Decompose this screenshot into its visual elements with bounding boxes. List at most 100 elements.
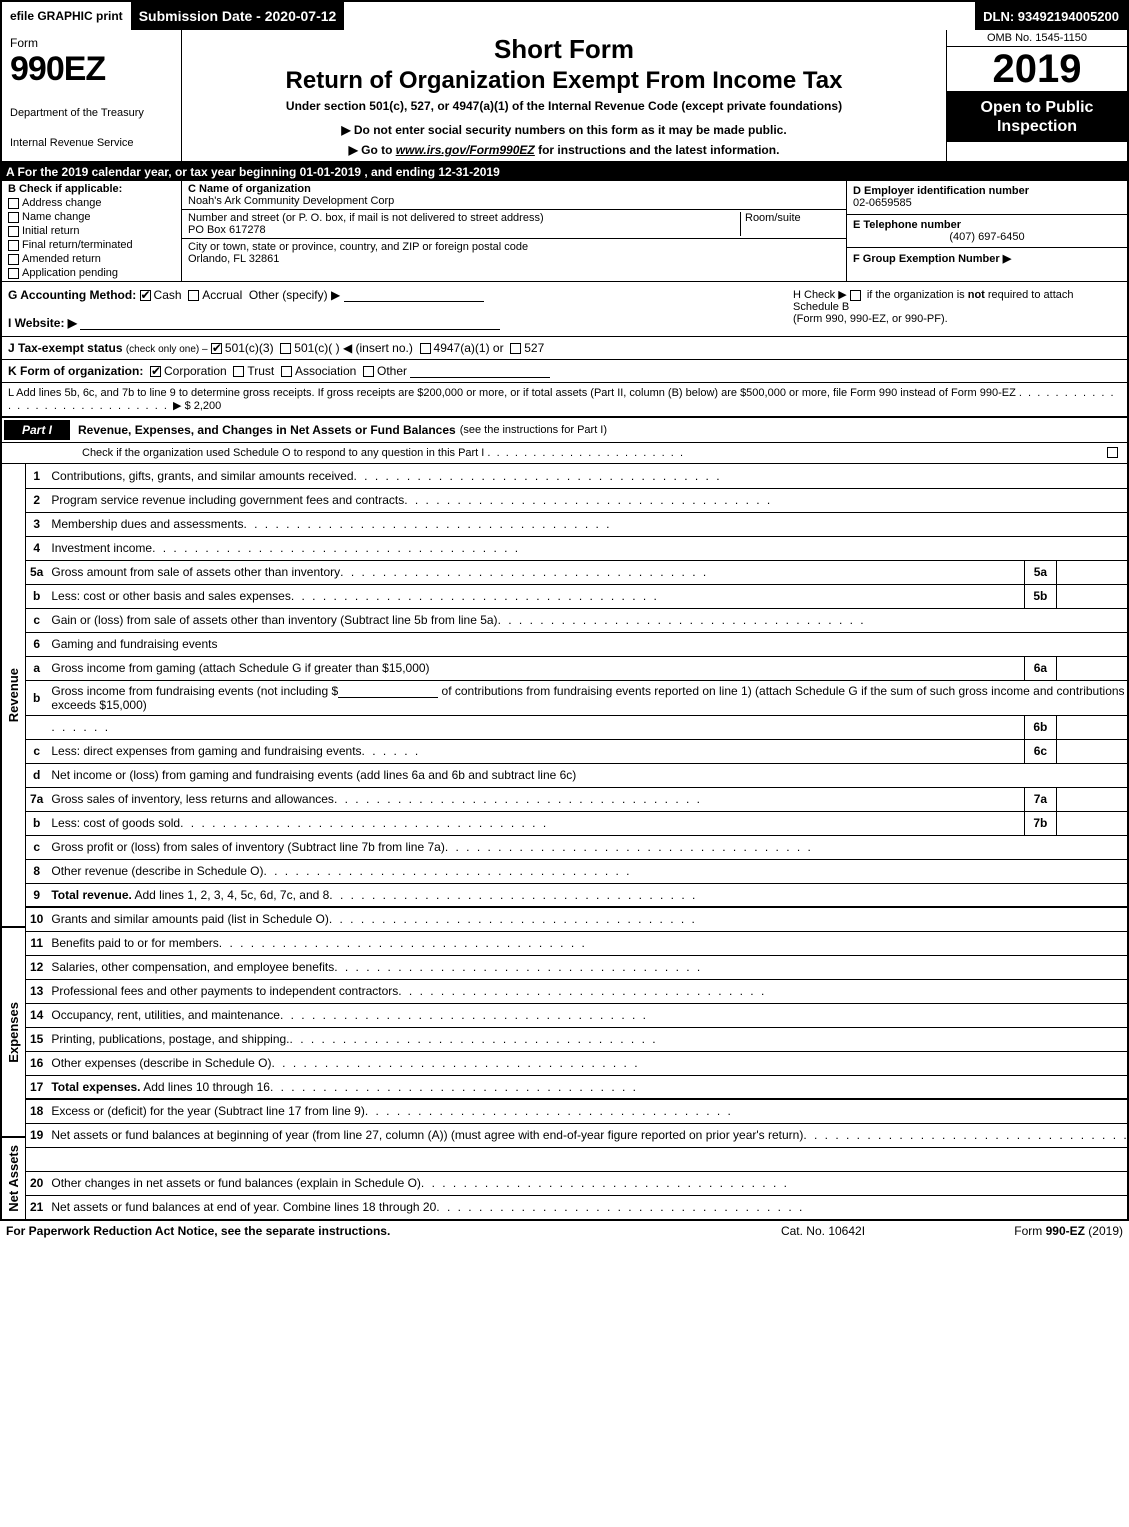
part1-check-line: Check if the organization used Schedule …	[2, 443, 1127, 464]
street-row: Number and street (or P. O. box, if mail…	[182, 210, 846, 239]
accounting-method-row: G Accounting Method: Cash Accrual Other …	[2, 282, 787, 336]
goto-link[interactable]: www.irs.gov/Form990EZ	[396, 143, 535, 157]
omb-number: OMB No. 1545-1150	[947, 30, 1127, 47]
org-name-value: Noah's Ark Community Development Corp	[188, 195, 394, 207]
opt-other-org: Other	[377, 364, 407, 378]
other-specify-input[interactable]	[344, 290, 484, 302]
chk-schedule-b[interactable]	[850, 290, 861, 301]
line-16: 16 Other expenses (describe in Schedule …	[26, 1051, 1129, 1075]
b-header: B Check if applicable:	[8, 183, 175, 195]
line-8: 8 Other revenue (describe in Schedule O)…	[26, 859, 1129, 883]
chk-association[interactable]	[281, 366, 292, 377]
l-amount: $ 2,200	[185, 400, 222, 412]
i-label: I Website: ▶	[8, 316, 77, 330]
line-6b-row2: 6b	[26, 715, 1129, 739]
chk-initial-return[interactable]: Initial return	[8, 225, 175, 237]
street-label: Number and street (or P. O. box, if mail…	[188, 212, 544, 224]
h-not: not	[968, 289, 985, 301]
line-6c-desc: Less: direct expenses from gaming and fu…	[51, 744, 361, 758]
line-3: 3 Membership dues and assessments 3	[26, 512, 1129, 536]
row-g-h: G Accounting Method: Cash Accrual Other …	[2, 282, 1127, 337]
line-16-desc: Other expenses (describe in Schedule O)	[51, 1056, 271, 1070]
footer-paperwork: For Paperwork Reduction Act Notice, see …	[6, 1224, 723, 1238]
chk-other-org[interactable]	[363, 366, 374, 377]
efile-print-label[interactable]: efile GRAPHIC print	[2, 2, 131, 30]
opt-corporation: Corporation	[164, 364, 227, 378]
e-label: E Telephone number	[853, 219, 961, 231]
phone-value: (407) 697-6450	[853, 231, 1121, 243]
gross-receipts-row: L Add lines 5b, 6c, and 7b to line 9 to …	[2, 383, 1127, 417]
line-4-desc: Investment income	[51, 541, 152, 555]
chk-501c3[interactable]	[211, 343, 222, 354]
chk-schedule-o-part1[interactable]	[1107, 447, 1118, 458]
dln-label: DLN: 93492194005200	[975, 2, 1127, 30]
line-2: 2 Program service revenue including gove…	[26, 488, 1129, 512]
chk-amended-return[interactable]: Amended return	[8, 253, 175, 265]
line-6b-sub	[1056, 715, 1129, 739]
chk-cash[interactable]	[140, 290, 151, 301]
c-label: C Name of organization	[188, 183, 311, 195]
chk-501c[interactable]	[280, 343, 291, 354]
other-label: Other (specify) ▶	[249, 288, 340, 302]
website-input[interactable]	[80, 318, 500, 330]
line-6c-sub	[1056, 739, 1129, 763]
line-6b-blank[interactable]	[338, 686, 438, 698]
chk-name-change[interactable]: Name change	[8, 211, 175, 223]
dept-irs: Internal Revenue Service	[10, 137, 173, 149]
chk-address-change[interactable]: Address change	[8, 197, 175, 209]
line-12: 12 Salaries, other compensation, and emp…	[26, 955, 1129, 979]
topbar-spacer	[344, 2, 975, 30]
header-right: OMB No. 1545-1150 2019 Open to Public In…	[947, 30, 1127, 161]
goto-pre: ▶ Go to	[349, 143, 396, 157]
chk-trust[interactable]	[233, 366, 244, 377]
chk-initial-return-label: Initial return	[22, 225, 79, 237]
line-5a: 5a Gross amount from sale of assets othe…	[26, 560, 1129, 584]
d-label: D Employer identification number	[853, 185, 1029, 197]
chk-527[interactable]	[510, 343, 521, 354]
line-6c: c Less: direct expenses from gaming and …	[26, 739, 1129, 763]
line-5a-sub	[1056, 560, 1129, 584]
line-6d: d Net income or (loss) from gaming and f…	[26, 763, 1129, 787]
line-19: 19 Net assets or fund balances at beginn…	[26, 1123, 1129, 1147]
footer-catno: Cat. No. 10642I	[723, 1224, 923, 1238]
line-8-desc: Other revenue (describe in Schedule O)	[51, 864, 263, 878]
part1-subtitle: (see the instructions for Part I)	[460, 424, 607, 436]
part1-check-dots: . . . . . . . . . . . . . . . . . . . . …	[487, 447, 686, 459]
h-text2: if the organization is	[864, 289, 968, 301]
city-row: City or town, state or province, country…	[182, 239, 846, 267]
chk-corporation[interactable]	[150, 366, 161, 377]
line-19-desc: Net assets or fund balances at beginning…	[51, 1128, 803, 1142]
line-6a-sub: 0	[1056, 656, 1129, 680]
other-org-input[interactable]	[410, 366, 550, 378]
city-label: City or town, state or province, country…	[188, 241, 528, 253]
chk-4947[interactable]	[420, 343, 431, 354]
chk-accrual[interactable]	[188, 290, 199, 301]
line-3-desc: Membership dues and assessments	[51, 517, 243, 531]
phone-row: E Telephone number (407) 697-6450	[847, 215, 1127, 249]
k-label: K Form of organization:	[8, 364, 143, 378]
opt-trust: Trust	[247, 364, 274, 378]
dept-treasury: Department of the Treasury	[10, 107, 173, 119]
name-address-col: C Name of organization Noah's Ark Commun…	[182, 181, 847, 281]
entity-block: B Check if applicable: Address change Na…	[2, 181, 1127, 282]
chk-final-return[interactable]: Final return/terminated	[8, 239, 175, 251]
page-footer: For Paperwork Reduction Act Notice, see …	[0, 1221, 1129, 1241]
line-5b-desc: Less: cost or other basis and sales expe…	[51, 589, 290, 603]
footer-right-pre: Form	[1014, 1224, 1045, 1238]
line-7c-desc: Gross profit or (loss) from sales of inv…	[51, 840, 444, 854]
part1-title: Revenue, Expenses, and Changes in Net As…	[78, 423, 456, 437]
header-left: Form 990EZ Department of the Treasury In…	[2, 30, 182, 161]
ein-row: D Employer identification number 02-0659…	[847, 181, 1127, 215]
chk-application-pending[interactable]: Application pending	[8, 267, 175, 279]
title-return: Return of Organization Exempt From Incom…	[190, 67, 938, 95]
opt-527: 527	[524, 341, 544, 355]
line-5c-desc: Gain or (loss) from sale of assets other…	[51, 613, 497, 627]
chk-amended-return-label: Amended return	[22, 253, 101, 265]
room-label: Room/suite	[745, 212, 801, 224]
line-17: 17 Total expenses. Add lines 10 through …	[26, 1075, 1129, 1099]
line-7b: b Less: cost of goods sold 7b	[26, 811, 1129, 835]
footer-formref: Form 990-EZ (2019)	[923, 1224, 1123, 1238]
opt-4947: 4947(a)(1) or	[434, 341, 504, 355]
line-13-desc: Professional fees and other payments to …	[51, 984, 398, 998]
ein-value: 02-0659585	[853, 197, 912, 209]
